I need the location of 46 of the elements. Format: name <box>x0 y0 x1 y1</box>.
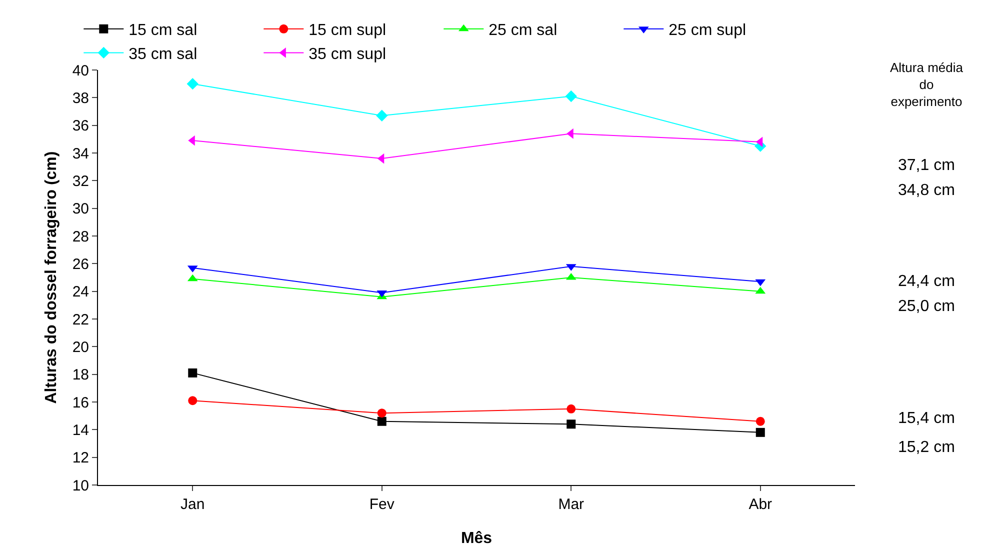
point <box>377 416 386 426</box>
y-tick-label: 12 <box>72 450 89 467</box>
y-tick-label: 34 <box>72 145 89 162</box>
y-tick-label: 30 <box>72 200 89 218</box>
y-tick-label: 16 <box>72 394 89 412</box>
y-tick-label: 36 <box>72 118 89 135</box>
x-tick-label: Fev <box>369 496 395 513</box>
text: 37,1 cm <box>898 157 955 174</box>
legend-label: 35 cm sal <box>128 46 198 63</box>
x-tick-label: Abr <box>748 496 772 513</box>
legend-label: 25 cm sal <box>488 22 558 40</box>
x-tick-label: Jan <box>180 496 205 513</box>
y-tick-label: 18 <box>72 366 89 384</box>
text: 34,8 cm <box>898 182 955 199</box>
y-tick-label: 28 <box>72 228 89 246</box>
legend-label: 25 cm supl <box>668 22 746 40</box>
legend-label: 15 cm sal <box>128 22 198 40</box>
y-tick-label: 14 <box>72 422 89 439</box>
x-tick-label: Mar <box>558 496 584 513</box>
y-tick-label: 26 <box>72 256 89 273</box>
text: 15,2 cm <box>898 439 955 456</box>
y-tick-label: 32 <box>72 172 89 190</box>
y-tick-label: 22 <box>72 311 89 328</box>
point <box>566 404 576 414</box>
point <box>756 416 765 426</box>
text: 25,0 cm <box>898 298 955 315</box>
point <box>565 90 577 102</box>
point <box>376 110 388 122</box>
point <box>188 396 198 406</box>
y-tick-label: 40 <box>72 62 89 80</box>
text: 15,4 cm <box>898 410 955 427</box>
point <box>566 420 576 429</box>
point <box>188 368 198 378</box>
y-tick-label: 20 <box>72 338 89 356</box>
y-tick-label: 24 <box>72 284 89 301</box>
legend-label: 15 cm supl <box>308 22 386 40</box>
legend-label: 35 cm supl <box>308 46 386 63</box>
text: Altura média do experimento <box>890 60 964 109</box>
y-tick-label: 38 <box>72 90 89 107</box>
point <box>756 428 765 437</box>
text: 24,4 cm <box>898 273 955 290</box>
point <box>186 78 198 90</box>
y-tick-label: 10 <box>72 477 89 494</box>
y-axis-title: Alturas do dossel forrageiro (cm) <box>43 151 60 404</box>
point <box>377 408 386 418</box>
x-axis-title: Mês <box>460 530 492 547</box>
